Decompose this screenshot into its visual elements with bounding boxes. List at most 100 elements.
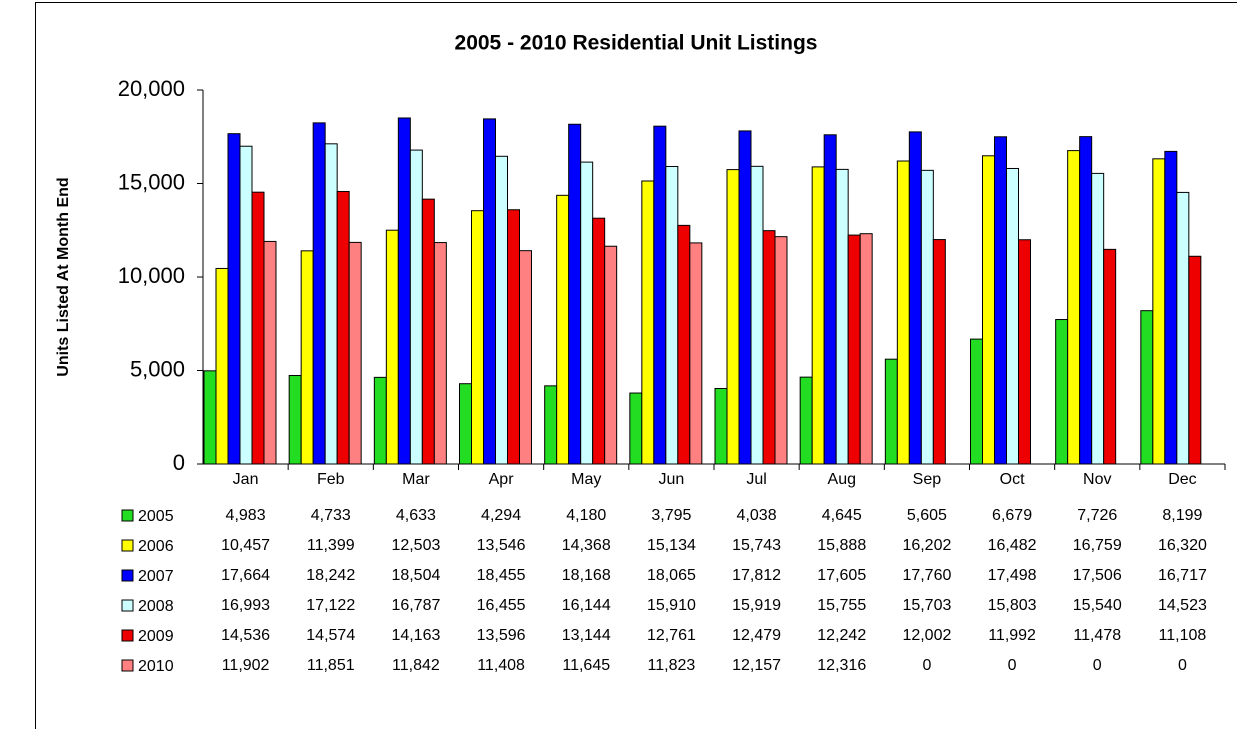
bar xyxy=(495,155,508,465)
y-tick-label: 20,000 xyxy=(118,76,185,101)
x-tick-label: Feb xyxy=(317,471,345,488)
data-table-value: 11,823 xyxy=(648,657,696,674)
data-table-value: 5,605 xyxy=(907,507,947,524)
bar xyxy=(823,134,837,465)
bar xyxy=(1091,172,1105,465)
bar xyxy=(471,210,484,465)
bar xyxy=(519,250,532,465)
data-table-value: 16,144 xyxy=(562,597,611,614)
data-table-value: 17,605 xyxy=(817,567,866,584)
bar xyxy=(1055,319,1069,465)
y-tick-label: 15,000 xyxy=(118,169,185,194)
data-table-value: 17,812 xyxy=(732,567,781,584)
data-table-value: 14,574 xyxy=(306,627,355,644)
x-tick-label: Oct xyxy=(1000,471,1025,488)
bar xyxy=(689,242,703,465)
x-tick-label: Apr xyxy=(489,471,515,488)
data-table-value: 4,294 xyxy=(481,507,521,524)
data-table-value: 0 xyxy=(1178,657,1187,674)
x-tick-label: Jul xyxy=(746,471,766,488)
data-table-value: 15,803 xyxy=(988,597,1037,614)
data-table-value: 14,523 xyxy=(1158,597,1207,614)
data-table-value: 16,717 xyxy=(1158,567,1207,584)
bar xyxy=(385,229,399,465)
bar xyxy=(1067,150,1081,465)
bar xyxy=(908,131,922,465)
bar xyxy=(239,145,253,465)
bar xyxy=(884,358,898,465)
data-table-value: 10,457 xyxy=(221,537,270,554)
data-table-value: 12,242 xyxy=(817,627,866,644)
data-table-value: 15,888 xyxy=(817,537,866,554)
bar xyxy=(421,198,435,465)
bar xyxy=(896,160,910,465)
legend-label: 2006 xyxy=(138,538,174,555)
bar xyxy=(263,240,277,465)
y-axis-title: Units Listed At Month End xyxy=(55,177,72,376)
bar xyxy=(847,234,861,465)
data-table-value: 4,983 xyxy=(226,507,266,524)
data-table-value: 14,536 xyxy=(221,627,270,644)
legend-key xyxy=(121,629,134,642)
bar xyxy=(227,133,241,465)
data-table-value: 11,842 xyxy=(392,657,440,674)
data-table-value: 12,479 xyxy=(732,627,781,644)
data-table-value: 15,910 xyxy=(647,597,696,614)
legend-label: 2009 xyxy=(138,628,174,645)
bar xyxy=(433,242,447,465)
data-table-value: 0 xyxy=(1008,657,1017,674)
bar xyxy=(409,149,423,465)
data-table-value: 12,157 xyxy=(732,657,781,674)
bar xyxy=(714,387,728,465)
legend-key xyxy=(121,599,134,612)
data-table-value: 18,504 xyxy=(391,567,440,584)
bar xyxy=(336,190,350,465)
bar xyxy=(215,267,229,465)
data-table-value: 7,726 xyxy=(1077,507,1117,524)
bar xyxy=(665,165,679,465)
bar xyxy=(324,143,338,465)
bar xyxy=(932,239,946,465)
data-table-value: 11,408 xyxy=(477,657,525,674)
legend-key xyxy=(121,659,134,672)
data-table-value: 16,202 xyxy=(902,537,951,554)
y-tick-label: 10,000 xyxy=(118,263,185,288)
data-table-value: 12,002 xyxy=(902,627,951,644)
bar xyxy=(483,118,496,465)
bar xyxy=(920,169,934,465)
x-tick-label: Mar xyxy=(402,471,430,488)
bar xyxy=(1152,158,1166,465)
bar xyxy=(300,250,314,465)
chart-title: 2005 - 2010 Residential Unit Listings xyxy=(455,32,818,55)
bar xyxy=(604,245,618,465)
data-table-value: 18,242 xyxy=(306,567,355,584)
data-table-value: 16,320 xyxy=(1158,537,1207,554)
data-table-value: 11,399 xyxy=(307,537,355,554)
data-table-value: 13,596 xyxy=(477,627,526,644)
data-table-value: 11,902 xyxy=(222,657,270,674)
bar xyxy=(738,130,752,465)
bar xyxy=(397,117,411,465)
data-table-value: 16,455 xyxy=(477,597,526,614)
data-table-value: 12,316 xyxy=(817,657,866,674)
bar xyxy=(580,161,594,465)
bar xyxy=(1006,167,1019,465)
x-tick-label: May xyxy=(571,471,601,488)
x-tick-label: Jun xyxy=(659,471,685,488)
bar xyxy=(544,385,558,465)
data-table-value: 11,478 xyxy=(1073,627,1121,644)
x-tick-label: Dec xyxy=(1168,471,1196,488)
data-table-value: 11,851 xyxy=(307,657,355,674)
data-table-value: 16,993 xyxy=(221,597,270,614)
bar xyxy=(835,168,849,465)
bar xyxy=(982,155,995,465)
data-table-value: 4,038 xyxy=(737,507,777,524)
legend-key xyxy=(121,569,134,582)
data-table-value: 17,760 xyxy=(902,567,951,584)
data-table-value: 11,108 xyxy=(1159,627,1207,644)
data-table-value: 12,503 xyxy=(391,537,440,554)
data-table-value: 14,368 xyxy=(562,537,611,554)
bar xyxy=(1188,255,1202,465)
